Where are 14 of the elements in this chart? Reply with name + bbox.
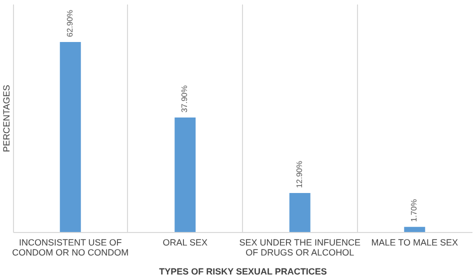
bar <box>289 193 310 232</box>
x-axis-title: TYPES OF RISKY SEXUAL PRACTICES <box>159 266 327 276</box>
data-label: 12.90% <box>294 160 304 188</box>
bar <box>174 118 196 232</box>
x-tick-label: MALE TO MALE SEX <box>371 238 458 248</box>
bar <box>60 42 81 232</box>
data-label: 37.90% <box>180 85 190 113</box>
x-tick-label: SEX UNDER THE INFUENCE OF DRUGS OR ALCOHOL <box>239 238 361 258</box>
y-axis-title: PERCENTAGES <box>2 84 12 152</box>
data-label: 62.90% <box>65 10 74 37</box>
x-tick-label: INCONSISTENT USE OF CONDOM OR NO CONDOM <box>12 238 129 258</box>
x-tick-label: ORAL SEX <box>162 238 208 248</box>
data-label: 1.70% <box>410 199 419 222</box>
bar <box>404 226 426 232</box>
